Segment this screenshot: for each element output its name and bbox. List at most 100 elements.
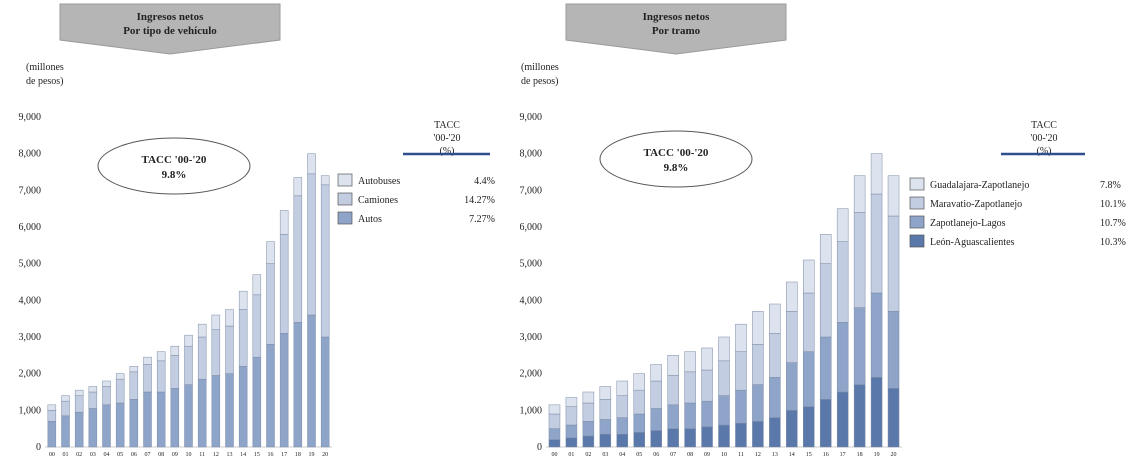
bar-segment-autos xyxy=(252,356,262,448)
bar-segment-zapotlanejo-lagos xyxy=(684,402,696,429)
bar-segment-guadalajara-zapotlanejo xyxy=(565,397,578,407)
bar-segment-le-n-aguascalientes xyxy=(735,422,747,448)
y-axis-label-line-1: (millones xyxy=(521,62,559,73)
bar-segment-le-n-aguascalientes xyxy=(887,388,900,448)
bar-segment-autos xyxy=(47,421,57,448)
x-tick-label: 14 xyxy=(240,452,246,458)
banner-line-1: Ingresos netos xyxy=(643,11,710,23)
bar-segment-camiones xyxy=(143,364,152,393)
bar-segment-zapotlanejo-lagos xyxy=(752,384,764,422)
bar-segment-autobuses xyxy=(61,395,70,402)
bar-segment-zapotlanejo-lagos xyxy=(887,311,900,389)
bar-segment-autos xyxy=(293,322,303,448)
x-tick-label: 16 xyxy=(823,452,829,458)
bar-segment-autobuses xyxy=(320,175,330,186)
bar-segment-zapotlanejo-lagos xyxy=(735,389,747,424)
legend-swatch xyxy=(337,211,353,225)
bar-segment-autobuses xyxy=(184,334,193,347)
bar-segment-zapotlanejo-lagos xyxy=(582,421,595,437)
legend-swatch xyxy=(909,177,925,191)
bar-segment-maravatio-zapotlanejo xyxy=(819,263,832,338)
bar-segment-le-n-aguascalientes xyxy=(633,432,645,448)
bar-segment-guadalajara-zapotlanejo xyxy=(684,351,696,373)
bar-segment-camiones xyxy=(47,410,57,422)
bar-segment-camiones xyxy=(197,336,207,380)
bar-segment-maravatio-zapotlanejo xyxy=(836,241,849,323)
y-tick-label: 9,000 xyxy=(520,112,543,123)
x-tick-label: 00 xyxy=(49,452,55,458)
x-tick-label: 16 xyxy=(268,452,274,458)
x-tick-label: 08 xyxy=(687,452,693,458)
bar-segment-zapotlanejo-lagos xyxy=(769,377,781,418)
bar-segment-autos xyxy=(170,388,180,448)
bar-segment-maravatio-zapotlanejo xyxy=(769,333,781,378)
bar-segment-autobuses xyxy=(47,404,57,411)
bar-segment-maravatio-zapotlanejo xyxy=(684,371,696,404)
y-tick-label: 2,000 xyxy=(19,369,42,380)
x-tick-label: 12 xyxy=(213,452,219,458)
bar-segment-maravatio-zapotlanejo xyxy=(616,395,629,418)
legend-tacc-value: 7.8% xyxy=(1100,180,1121,191)
bar-segment-maravatio-zapotlanejo xyxy=(853,212,866,308)
callout-line-1: TACC '00-'20 xyxy=(644,147,709,159)
bar-segment-zapotlanejo-lagos xyxy=(667,404,679,429)
x-tick-label: 13 xyxy=(227,452,233,458)
x-tick-label: 17 xyxy=(281,452,287,458)
bar-segment-maravatio-zapotlanejo xyxy=(548,413,561,429)
bar-segment-le-n-aguascalientes xyxy=(752,421,764,448)
x-tick-label: 00 xyxy=(551,452,557,458)
x-tick-label: 10 xyxy=(186,452,192,458)
x-tick-label: 11 xyxy=(738,452,744,458)
y-tick-label: 2,000 xyxy=(520,369,543,380)
x-tick-label: 05 xyxy=(636,452,642,458)
bar-segment-zapotlanejo-lagos xyxy=(718,395,730,426)
bar-segment-le-n-aguascalientes xyxy=(836,391,849,448)
bar-segment-le-n-aguascalientes xyxy=(853,384,866,448)
legend-label: Autobuses xyxy=(358,176,400,187)
bar-segment-guadalajara-zapotlanejo xyxy=(667,355,679,376)
bar-segment-guadalajara-zapotlanejo xyxy=(582,391,595,404)
bar-segment-guadalajara-zapotlanejo xyxy=(819,234,832,264)
x-tick-label: 09 xyxy=(172,452,178,458)
bar-segment-zapotlanejo-lagos xyxy=(599,419,612,435)
bar-segment-autos xyxy=(279,333,289,448)
bar-segment-le-n-aguascalientes xyxy=(650,430,662,448)
bar-segment-maravatio-zapotlanejo xyxy=(786,311,798,363)
bar-segment-guadalajara-zapotlanejo xyxy=(836,208,849,242)
x-tick-label: 03 xyxy=(602,452,608,458)
bar-segment-autos xyxy=(143,391,152,448)
callout-line-2: 9.8% xyxy=(664,162,689,174)
x-tick-label: 18 xyxy=(857,452,863,458)
y-tick-label: 8,000 xyxy=(520,149,543,160)
callout-line-2: 9.8% xyxy=(162,169,187,181)
tacc-header-line-1: TACC xyxy=(1031,120,1057,131)
bar-segment-zapotlanejo-lagos xyxy=(633,413,645,433)
bar-segment-autobuses xyxy=(293,177,303,197)
callout-ellipse xyxy=(97,137,251,195)
bar-segment-le-n-aguascalientes xyxy=(701,426,713,448)
bar-segment-le-n-aguascalientes xyxy=(565,437,578,448)
bar-segment-le-n-aguascalientes xyxy=(769,417,781,448)
bar-segment-autobuses xyxy=(211,314,221,330)
bar-segment-le-n-aguascalientes xyxy=(870,377,883,448)
bar-segment-zapotlanejo-lagos xyxy=(565,424,578,439)
bar-segment-maravatio-zapotlanejo xyxy=(599,399,612,420)
y-tick-label: 6,000 xyxy=(19,222,42,233)
legend-swatch xyxy=(337,192,353,206)
y-tick-label: 9,000 xyxy=(19,112,42,123)
bar-segment-camiones xyxy=(102,386,111,406)
bar-segment-guadalajara-zapotlanejo xyxy=(701,347,713,371)
bar-segment-autos xyxy=(115,402,125,448)
bar-segment-maravatio-zapotlanejo xyxy=(650,380,662,409)
x-tick-label: 02 xyxy=(76,452,82,458)
bar-segment-camiones xyxy=(225,325,234,374)
y-tick-label: 6,000 xyxy=(520,222,543,233)
bar-segment-autobuses xyxy=(170,345,180,356)
bar-segment-camiones xyxy=(238,309,248,367)
bar-segment-guadalajara-zapotlanejo xyxy=(735,323,747,352)
bar-segment-autos xyxy=(211,375,221,448)
y-tick-label: 4,000 xyxy=(520,295,543,306)
bar-segment-camiones xyxy=(170,355,180,389)
bar-segment-autobuses xyxy=(102,380,111,387)
